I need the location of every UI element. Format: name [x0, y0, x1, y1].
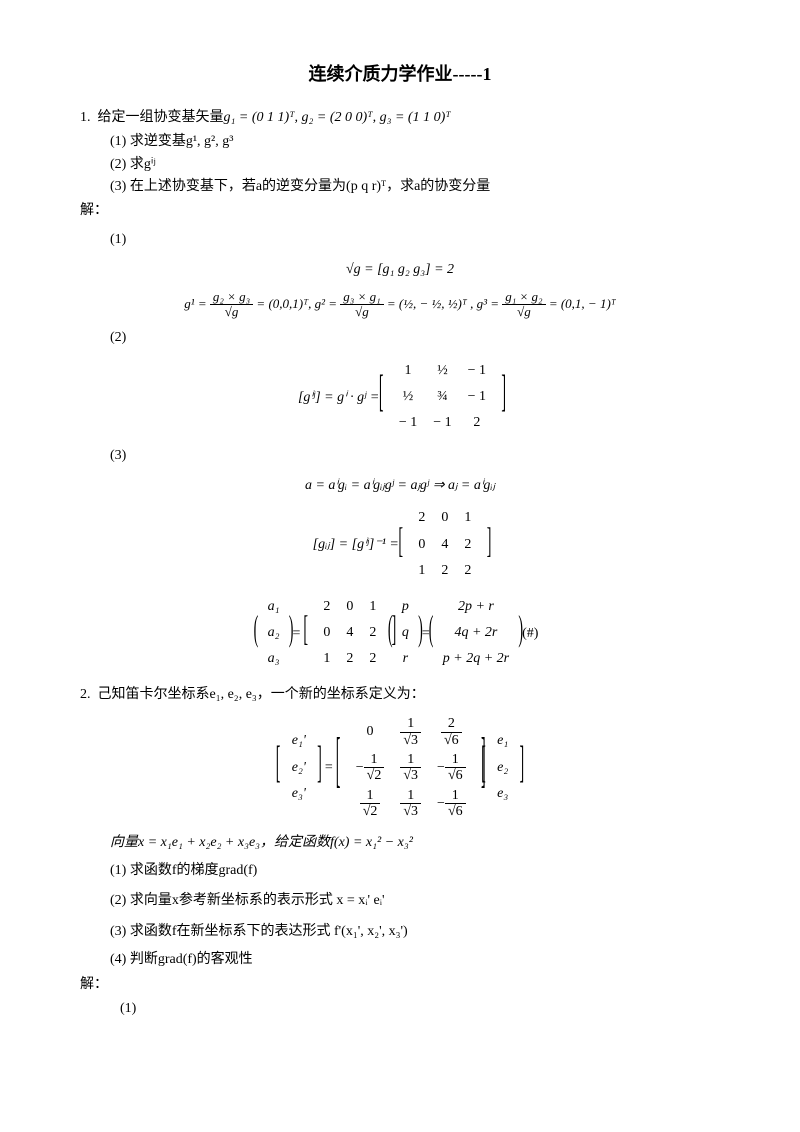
vec-result: 2p + r 4q + 2r p + 2q + 2r	[437, 593, 515, 674]
problem-1-stem: 1. 给定一组协变基矢量g₁ = (0 1 1)ᵀ, g₂ = (2 0 0)ᵀ…	[80, 107, 730, 129]
eq-frag: , g³ =	[470, 295, 499, 310]
eq-frag: =	[387, 295, 396, 310]
vec-eprime: e₁' e₂' e₃'	[286, 727, 312, 808]
frac-num: g₃ × g₁	[340, 290, 383, 305]
p1-eq1b: g¹ = g₂ × g₃√g = (0,0,1)ᵀ, g² = g₃ × g₁√…	[70, 290, 730, 320]
p1-s2-label: (2)	[110, 327, 730, 349]
matrix-g-lower: 201 042 122	[410, 505, 479, 584]
p1-s1-label: (1)	[110, 229, 730, 251]
eq-text: √g = [g₁ g₂ g₃] = 2	[346, 262, 454, 277]
p1-eq1a: √g = [g₁ g₂ g₃] = 2	[70, 259, 730, 281]
p1-q1: (1) 求逆变基g¹, g², g³	[110, 131, 730, 153]
problem-2-stem: 2. 己知笛卡尔坐标系e₁, e₂, e₃，一个新的坐标系定义为：	[80, 684, 730, 706]
vec-e: e₁ e₂ e₃	[491, 727, 514, 808]
p2-q3: (3) 求函数f在新坐标系下的表达形式 f'(x₁', x₂', x₃')	[110, 921, 730, 943]
eq-frag: = (0,0,1)ᵀ, g² =	[256, 295, 337, 310]
p1-s3-label: (3)	[110, 445, 730, 467]
p1-q2: (2) 求gⁱʲ	[110, 154, 730, 176]
eq-text: a = aⁱgᵢ = aⁱgᵢⱼgʲ = aⱼgʲ ⇒ aⱼ = aⁱgᵢⱼ	[305, 478, 495, 493]
p2-vector-line: 向量x = x₁e₁ + x₂e₂ + x₃e₃，给定函数f(x) = x₁² …	[110, 832, 730, 854]
matrix-gij: 1½− 1 ½¾− 1 − 1− 12	[391, 358, 494, 437]
p1-stem-text: 给定一组协变基矢量	[98, 110, 224, 125]
frac-den: √g	[210, 305, 253, 319]
frac-den: √g	[340, 305, 383, 319]
eq-frag: [gⁱʲ] = gⁱ · gʲ =	[298, 389, 379, 404]
page-title: 连续介质力学作业-----1	[70, 60, 730, 89]
p2-s1-label: (1)	[120, 998, 730, 1020]
p1-solution-label: 解：	[80, 200, 730, 222]
p1-q3: (3) 在上述协变基下，若a的逆变分量为(p q r)ᵀ，求a的协变分量	[110, 176, 730, 198]
p1-eq3a: a = aⁱgᵢ = aⁱgᵢⱼgʲ = aⱼgʲ ⇒ aⱼ = aⁱgᵢⱼ	[70, 475, 730, 497]
vec-pqr: p q r	[396, 593, 415, 674]
eq-frag: (½, − ½, ½)ᵀ	[399, 295, 467, 310]
eq-frag: = (0,1, − 1)ᵀ	[549, 295, 616, 310]
p2-solution-label: 解：	[80, 974, 730, 996]
p1-eq2: [gⁱʲ] = gⁱ · gʲ = 1½− 1 ½¾− 1 − 1− 12	[70, 358, 730, 437]
p1-eq3b: [gᵢⱼ] = [gⁱʲ]⁻¹ = 201 042 122	[70, 505, 730, 584]
p1-g-defs: g₁ = (0 1 1)ᵀ, g₂ = (2 0 0)ᵀ, g₃ = (1 1 …	[224, 110, 451, 125]
eq-frag: g¹ =	[184, 295, 206, 310]
p2-stem-text: 己知笛卡尔坐标系e₁, e₂, e₃，一个新的坐标系定义为：	[98, 687, 425, 702]
eq-frag: [gᵢⱼ] = [gⁱʲ]⁻¹ =	[313, 537, 399, 552]
frac-num: g₂ × g₃	[210, 290, 253, 305]
eq-text: 向量x = x₁e₁ + x₂e₂ + x₃e₃，给定函数f(x) = x₁² …	[110, 835, 413, 850]
p2-transform: e₁' e₂' e₃' = 0 1√3 2√6 −1√2 1√3 −1√6 1√…	[70, 714, 730, 821]
eq-tag: (#)	[522, 625, 538, 640]
p2-q1: (1) 求函数f的梯度grad(f)	[110, 860, 730, 882]
p1-eq3c: a₁ a₂ a₃ = 201 042 122 p q r = 2p + r 4q…	[70, 593, 730, 674]
frac-num: g₁ × g₂	[502, 290, 545, 305]
matrix-3c: 201 042 122	[315, 594, 384, 673]
matrix-transform: 0 1√3 2√6 −1√2 1√3 −1√6 1√2 1√3 −1√6	[348, 714, 474, 821]
frac-den: √g	[502, 305, 545, 319]
p2-q2: (2) 求向量x参考新坐标系的表示形式 x = xᵢ' eᵢ'	[110, 890, 730, 912]
vec-a: a₁ a₂ a₃	[262, 593, 286, 674]
p2-q4: (4) 判断grad(f)的客观性	[110, 949, 730, 971]
